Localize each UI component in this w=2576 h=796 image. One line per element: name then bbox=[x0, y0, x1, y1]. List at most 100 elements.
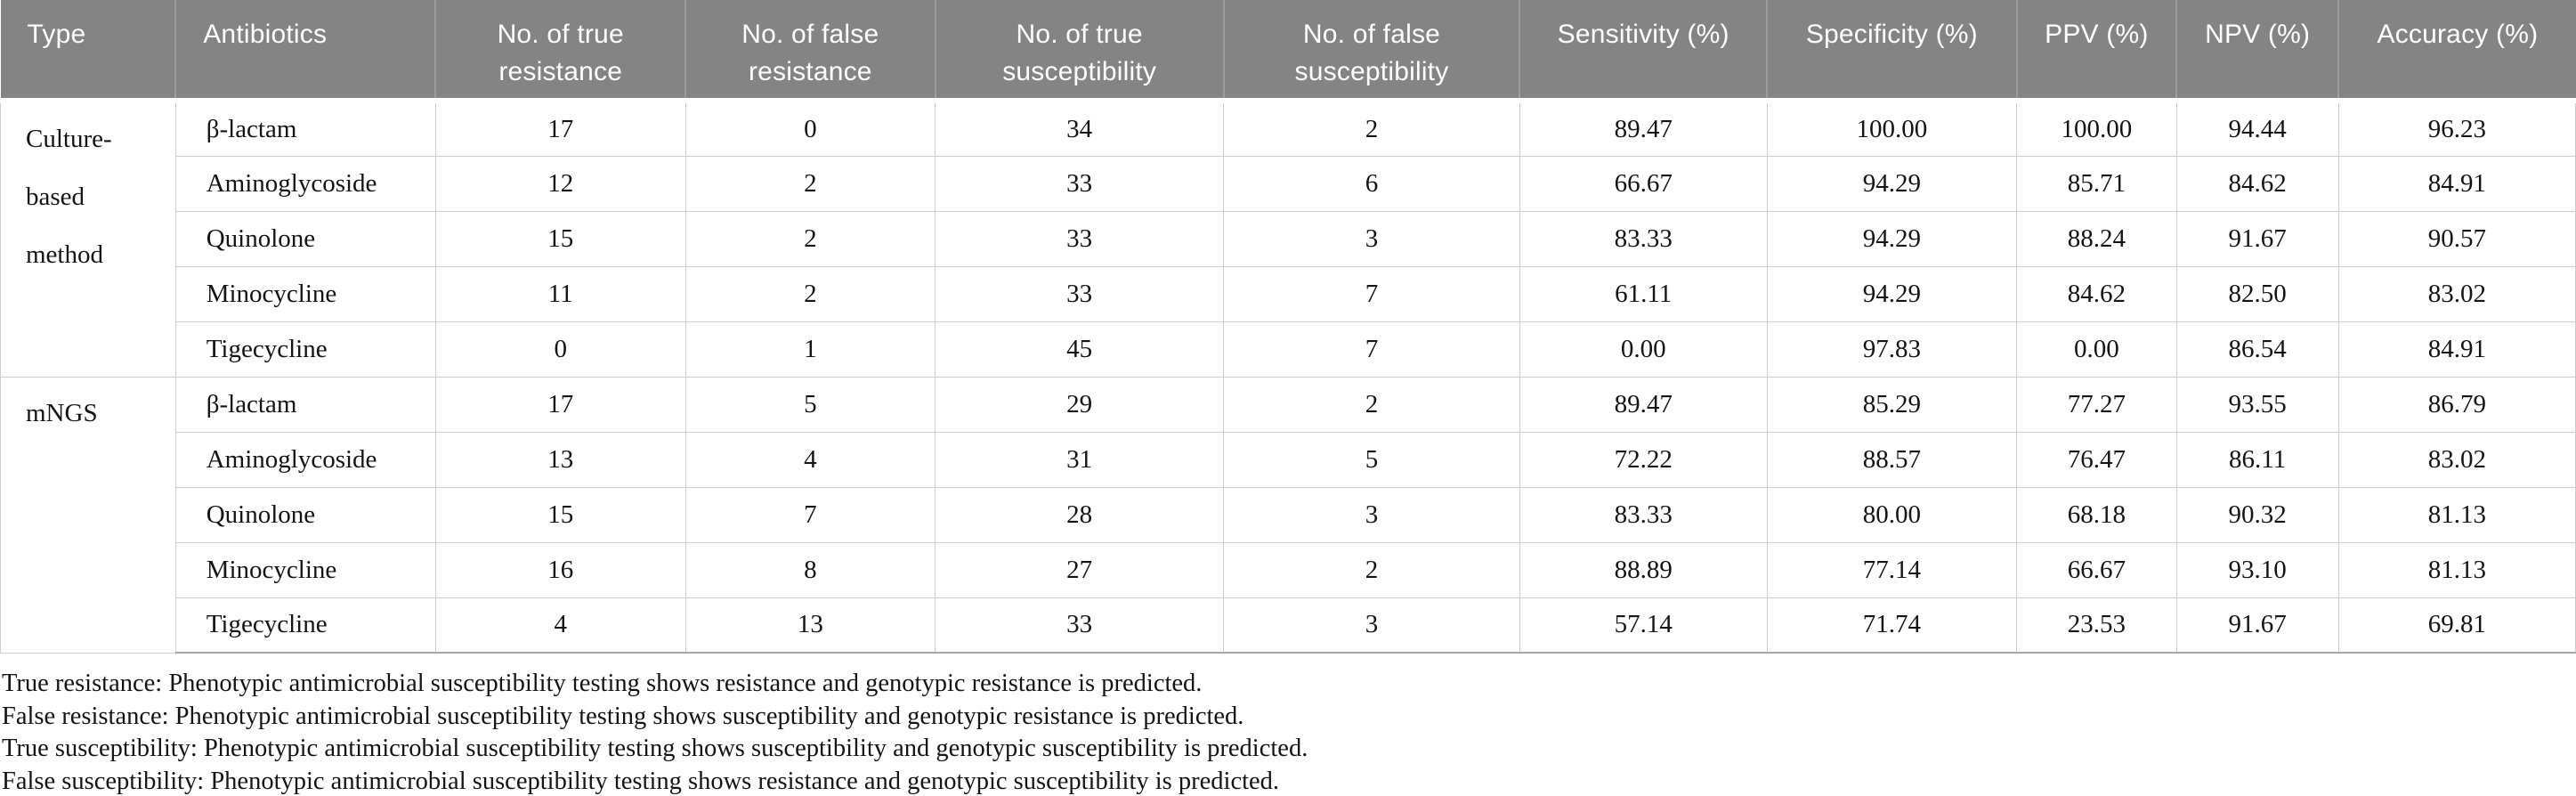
value-cell: 16 bbox=[434, 541, 686, 598]
value-cell: 2 bbox=[1223, 100, 1520, 157]
antibiotic-cell: Aminoglycoside bbox=[174, 155, 436, 212]
column-header-true-susceptibility: No. of true susceptibility bbox=[934, 0, 1224, 103]
value-cell: 13 bbox=[434, 431, 686, 488]
value-cell: 27 bbox=[935, 541, 1225, 598]
value-cell: 57.14 bbox=[1519, 597, 1768, 654]
value-cell: 100.00 bbox=[2016, 100, 2177, 157]
value-cell: 88.24 bbox=[2016, 210, 2177, 267]
value-cell: 0 bbox=[685, 100, 936, 157]
footnotes: True resistance: Phenotypic antimicrobia… bbox=[0, 668, 2576, 796]
value-cell: 29 bbox=[935, 376, 1225, 433]
value-cell: 2 bbox=[1223, 541, 1520, 598]
value-cell: 4 bbox=[434, 597, 686, 654]
value-cell: 86.79 bbox=[2337, 376, 2576, 433]
value-cell: 77.14 bbox=[1766, 541, 2018, 598]
antibiotic-cell: Aminoglycoside bbox=[174, 431, 436, 488]
footnote-line: False susceptibility: Phenotypic antimic… bbox=[2, 767, 1280, 795]
value-cell: 84.62 bbox=[2016, 265, 2177, 322]
table-row: mNGS β-lactam 17 5 29 2 89.47 85.29 77.27 93.55 86… bbox=[0, 376, 2576, 654]
table-row: Aminoglycoside 12 2 33 6 66.67 94.29 85.71 84.62… bbox=[1, 155, 2576, 212]
column-header-true-resistance: No. of true resistance bbox=[434, 0, 686, 103]
value-cell: 83.02 bbox=[2337, 431, 2576, 488]
value-cell: 3 bbox=[1223, 597, 1520, 654]
value-cell: 85.29 bbox=[1766, 376, 2018, 433]
value-cell: 2 bbox=[1223, 376, 1520, 433]
value-cell: 68.18 bbox=[2016, 486, 2177, 543]
antibiotic-cell: Minocycline bbox=[174, 265, 436, 322]
value-cell: 11 bbox=[434, 265, 686, 322]
table-body: Culture-based method β-lactam 17 0 34 2 89.47 1… bbox=[0, 100, 2576, 654]
value-cell: 69.81 bbox=[2337, 597, 2576, 654]
table-row: Tigecycline 4 13 33 3 57.14 71.74 23.53 91.67 69.… bbox=[1, 597, 2576, 654]
table-header-row: Type Antibiotics No. of true resistance … bbox=[0, 0, 2576, 103]
table-row: Aminoglycoside 13 4 31 5 72.22 88.57 76.47 86.11… bbox=[1, 431, 2576, 488]
table-row: Quinolone 15 7 28 3 83.33 80.00 68.18 90.32 81.13 bbox=[1, 486, 2576, 543]
value-cell: 45 bbox=[935, 321, 1225, 378]
antibiotic-cell: Tigecycline bbox=[174, 597, 436, 654]
value-cell: 91.67 bbox=[2175, 597, 2339, 654]
column-header-antibiotics: Antibiotics bbox=[174, 0, 436, 103]
table-row: Minocycline 11 2 33 7 61.11 94.29 84.62 82.50 83.… bbox=[1, 265, 2576, 322]
type-group-cell: mNGS bbox=[0, 376, 176, 654]
value-cell: 76.47 bbox=[2016, 431, 2177, 488]
value-cell: 81.13 bbox=[2337, 541, 2576, 598]
table-row: Culture-based method β-lactam 17 0 34 2 89.47 1… bbox=[0, 100, 2576, 378]
antibiotic-cell: β-lactam bbox=[174, 100, 436, 157]
value-cell: 94.44 bbox=[2175, 100, 2339, 157]
column-header-npv: NPV (%) bbox=[2175, 0, 2339, 103]
antibiotic-cell: Quinolone bbox=[174, 210, 436, 267]
column-header-ppv: PPV (%) bbox=[2015, 0, 2177, 103]
value-cell: 0.00 bbox=[1519, 321, 1768, 378]
table-row: Tigecycline 0 1 45 7 0.00 97.83 0.00 86.54 84.91 bbox=[1, 321, 2576, 378]
value-cell: 7 bbox=[685, 486, 936, 543]
table-row: Quinolone 15 2 33 3 83.33 94.29 88.24 91.67 90.57 bbox=[1, 210, 2576, 267]
value-cell: 5 bbox=[685, 376, 936, 433]
value-cell: 1 bbox=[685, 321, 936, 378]
value-cell: 2 bbox=[685, 210, 936, 267]
footnote-line: False resistance: Phenotypic antimicrobi… bbox=[2, 702, 1244, 730]
antibiotic-cell: Tigecycline bbox=[174, 321, 436, 378]
value-cell: 23.53 bbox=[2016, 597, 2177, 654]
value-cell: 71.74 bbox=[1766, 597, 2018, 654]
value-cell: 33 bbox=[935, 155, 1225, 212]
value-cell: 33 bbox=[935, 265, 1225, 322]
value-cell: 17 bbox=[434, 100, 686, 157]
value-cell: 88.57 bbox=[1766, 431, 2018, 488]
value-cell: 13 bbox=[685, 597, 936, 654]
value-cell: 66.67 bbox=[2016, 541, 2177, 598]
value-cell: 90.57 bbox=[2337, 210, 2576, 267]
value-cell: 33 bbox=[935, 597, 1225, 654]
value-cell: 8 bbox=[685, 541, 936, 598]
value-cell: 88.89 bbox=[1519, 541, 1768, 598]
antibiotic-cell: β-lactam bbox=[174, 376, 436, 433]
column-header-false-resistance: No. of false resistance bbox=[685, 0, 936, 103]
antibiotic-cell: Minocycline bbox=[174, 541, 436, 598]
value-cell: 80.00 bbox=[1766, 486, 2018, 543]
value-cell: 28 bbox=[935, 486, 1225, 543]
value-cell: 4 bbox=[685, 431, 936, 488]
value-cell: 72.22 bbox=[1519, 431, 1768, 488]
column-header-false-susceptibility: No. of false susceptibility bbox=[1222, 0, 1520, 103]
value-cell: 83.02 bbox=[2337, 265, 2576, 322]
value-cell: 2 bbox=[685, 265, 936, 322]
value-cell: 0.00 bbox=[2016, 321, 2177, 378]
column-header-specificity: Specificity (%) bbox=[1766, 0, 2017, 103]
value-cell: 84.91 bbox=[2337, 321, 2576, 378]
value-cell: 94.29 bbox=[1766, 155, 2018, 212]
value-cell: 15 bbox=[434, 486, 686, 543]
value-cell: 89.47 bbox=[1519, 100, 1768, 157]
value-cell: 6 bbox=[1223, 155, 1520, 212]
column-header-sensitivity: Sensitivity (%) bbox=[1519, 0, 1768, 103]
value-cell: 83.33 bbox=[1519, 210, 1768, 267]
value-cell: 7 bbox=[1223, 265, 1520, 322]
value-cell: 34 bbox=[935, 100, 1225, 157]
value-cell: 15 bbox=[434, 210, 686, 267]
value-cell: 33 bbox=[935, 210, 1225, 267]
antibiotic-cell: Quinolone bbox=[174, 486, 436, 543]
footnote-line: True resistance: Phenotypic antimicrobia… bbox=[2, 670, 1203, 697]
value-cell: 93.10 bbox=[2175, 541, 2339, 598]
value-cell: 17 bbox=[434, 376, 686, 433]
column-header-type: Type bbox=[0, 0, 176, 103]
value-cell: 77.27 bbox=[2016, 376, 2177, 433]
